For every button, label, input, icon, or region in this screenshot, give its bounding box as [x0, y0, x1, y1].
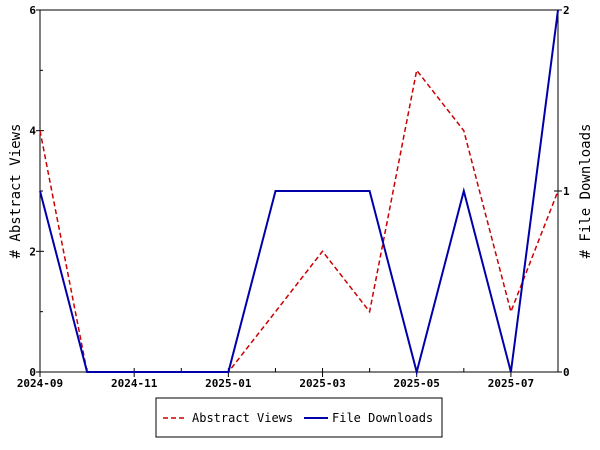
- right-axis-title: # File Downloads: [578, 124, 594, 259]
- y-right-tick-label: 1: [563, 185, 570, 198]
- y-right-tick-label: 0: [563, 366, 570, 379]
- x-tick-label: 2024-09: [17, 377, 63, 390]
- ticks-layer: 2024-09 2024-11 2025-01 2025-03 2025-05 2025-…: [17, 4, 570, 390]
- series-layer: [39, 9, 559, 376]
- legend-label-abstract-views: Abstract Views: [192, 411, 293, 425]
- y-right-tick-label: 2: [563, 4, 570, 17]
- x-tick-label: 2025-05: [394, 377, 440, 390]
- legend-box: [155, 397, 443, 438]
- y-left-tick-label: 2: [29, 245, 36, 258]
- y-left-tick-label: 0: [29, 366, 36, 379]
- x-tick-label: 2025-07: [488, 377, 534, 390]
- y-left-tick-label: 6: [29, 4, 36, 17]
- x-tick-label: 2025-03: [299, 377, 345, 390]
- series-line-abstract-views: [39, 68, 559, 373]
- series-line-file-downloads: [39, 9, 559, 376]
- x-tick-label: 2025-01: [205, 377, 252, 390]
- y-left-tick-label: 4: [29, 125, 36, 138]
- x-tick-label: 2024-11: [111, 377, 158, 390]
- legend: Abstract Views File Downloads: [155, 397, 443, 438]
- legend-label-file-downloads: File Downloads: [332, 411, 433, 425]
- left-axis-title: # Abstract Views: [8, 124, 24, 259]
